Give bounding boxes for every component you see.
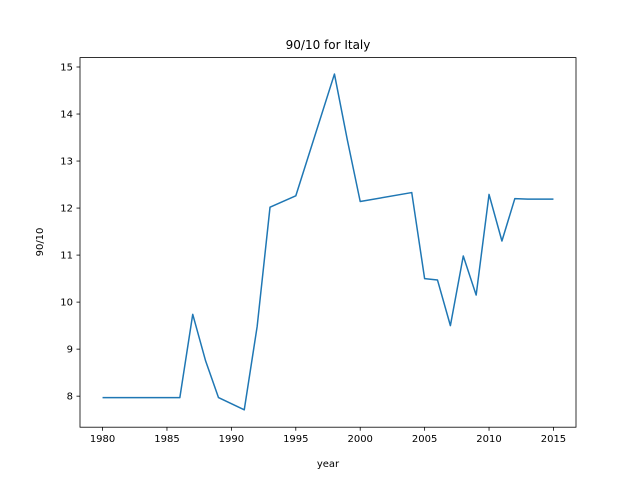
y-axis-label: 90/10 (35, 228, 46, 257)
x-tick-label: 1980 (90, 434, 115, 445)
y-tick-label: 10 (60, 298, 73, 309)
y-tick-label: 9 (67, 345, 73, 356)
x-tick-label: 2005 (412, 434, 437, 445)
y-tick-label: 12 (60, 204, 73, 215)
x-tick-label: 2010 (476, 434, 501, 445)
x-axis-label: year (317, 459, 340, 470)
x-tick-label: 2015 (541, 434, 566, 445)
y-tick-label: 14 (60, 110, 73, 121)
y-tick-label: 13 (60, 157, 73, 168)
x-tick-label: 2000 (347, 434, 372, 445)
y-tick-label: 11 (60, 251, 73, 262)
y-tick-label: 8 (67, 392, 73, 403)
plot-frame (79, 57, 577, 428)
data-line (102, 73, 554, 411)
chart-title: 90/10 for Italy (286, 38, 371, 52)
x-tick-label: 1985 (154, 434, 179, 445)
y-tick-label: 15 (60, 63, 73, 74)
x-tick-label: 1995 (283, 434, 308, 445)
x-tick-label: 1990 (219, 434, 244, 445)
